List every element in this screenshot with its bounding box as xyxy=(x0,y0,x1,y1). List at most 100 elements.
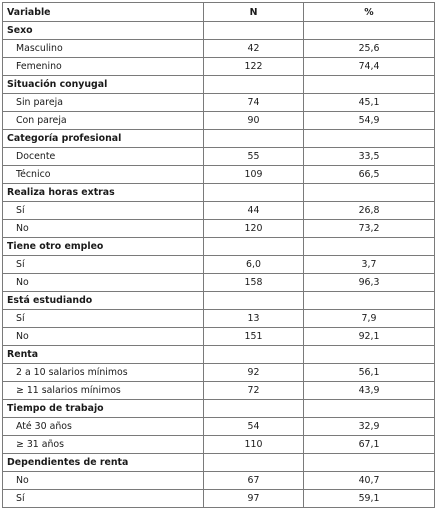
table-body: Sexo Masculino 42 25,6 Femenino 122 74,4 Situac… xyxy=(2,21,435,508)
row-label: Sí xyxy=(2,489,204,508)
empty-cell xyxy=(303,237,435,256)
row-n: 122 xyxy=(203,57,304,76)
empty-cell xyxy=(203,399,304,418)
row-percent: 56,1 xyxy=(303,363,435,382)
empty-cell xyxy=(303,399,435,418)
group-row: Tiene otro empleo xyxy=(2,237,435,256)
row-label: Femenino xyxy=(2,57,204,76)
row-n: 44 xyxy=(203,201,304,220)
row-label: No xyxy=(2,327,204,346)
row-label: Sí xyxy=(2,309,204,328)
row-label: No xyxy=(2,219,204,238)
group-row: Categoría profesional xyxy=(2,129,435,148)
row-label: Sí xyxy=(2,201,204,220)
table-row: No 120 73,2 xyxy=(2,219,435,238)
group-label: Dependientes de renta xyxy=(2,453,204,472)
group-label: Tiempo de trabajo xyxy=(2,399,204,418)
group-label: Categoría profesional xyxy=(2,129,204,148)
row-percent: 59,1 xyxy=(303,489,435,508)
row-percent: 43,9 xyxy=(303,381,435,400)
row-percent: 67,1 xyxy=(303,435,435,454)
row-percent: 96,3 xyxy=(303,273,435,292)
table-row: No 151 92,1 xyxy=(2,327,435,346)
row-n: 67 xyxy=(203,471,304,490)
row-label: No xyxy=(2,273,204,292)
row-percent: 3,7 xyxy=(303,255,435,274)
table-row: Sí 6,0 3,7 xyxy=(2,255,435,274)
row-label: Docente xyxy=(2,147,204,166)
row-n: 55 xyxy=(203,147,304,166)
row-label: 2 a 10 salarios mínimos xyxy=(2,363,204,382)
row-percent: 92,1 xyxy=(303,327,435,346)
row-label: Con pareja xyxy=(2,111,204,130)
row-label: Até 30 años xyxy=(2,417,204,436)
table-row: Sí 13 7,9 xyxy=(2,309,435,328)
table-row: Sí 97 59,1 xyxy=(2,489,435,508)
row-percent: 73,2 xyxy=(303,219,435,238)
row-n: 151 xyxy=(203,327,304,346)
table-row: Con pareja 90 54,9 xyxy=(2,111,435,130)
group-label: Tiene otro empleo xyxy=(2,237,204,256)
row-label: ≥ 11 salarios mínimos xyxy=(2,381,204,400)
row-label: Masculino xyxy=(2,39,204,58)
row-percent: 45,1 xyxy=(303,93,435,112)
empty-cell xyxy=(303,75,435,94)
group-label: Renta xyxy=(2,345,204,364)
row-n: 109 xyxy=(203,165,304,184)
row-label: Sí xyxy=(2,255,204,274)
table-row: Até 30 años 54 32,9 xyxy=(2,417,435,436)
table-row: Sin pareja 74 45,1 xyxy=(2,93,435,112)
empty-cell xyxy=(303,129,435,148)
row-n: 158 xyxy=(203,273,304,292)
empty-cell xyxy=(203,183,304,202)
empty-cell xyxy=(203,237,304,256)
empty-cell xyxy=(203,345,304,364)
group-row: Situación conyugal xyxy=(2,75,435,94)
empty-cell xyxy=(303,21,435,40)
row-percent: 40,7 xyxy=(303,471,435,490)
row-n: 54 xyxy=(203,417,304,436)
table-row: Docente 55 33,5 xyxy=(2,147,435,166)
group-row: Renta xyxy=(2,345,435,364)
row-percent: 32,9 xyxy=(303,417,435,436)
row-percent: 7,9 xyxy=(303,309,435,328)
table-row: ≥ 11 salarios mínimos 72 43,9 xyxy=(2,381,435,400)
group-label: Sexo xyxy=(2,21,204,40)
row-percent: 26,8 xyxy=(303,201,435,220)
row-n: 72 xyxy=(203,381,304,400)
empty-cell xyxy=(203,453,304,472)
row-n: 13 xyxy=(203,309,304,328)
empty-cell xyxy=(303,453,435,472)
table-row: 2 a 10 salarios mínimos 92 56,1 xyxy=(2,363,435,382)
row-n: 92 xyxy=(203,363,304,382)
row-percent: 25,6 xyxy=(303,39,435,58)
row-label: Sin pareja xyxy=(2,93,204,112)
empty-cell xyxy=(303,291,435,310)
row-n: 74 xyxy=(203,93,304,112)
group-label: Realiza horas extras xyxy=(2,183,204,202)
row-label: Técnico xyxy=(2,165,204,184)
row-percent: 33,5 xyxy=(303,147,435,166)
group-row: Sexo xyxy=(2,21,435,40)
group-label: Está estudiando xyxy=(2,291,204,310)
table-row: No 158 96,3 xyxy=(2,273,435,292)
group-row: Realiza horas extras xyxy=(2,183,435,202)
row-label: No xyxy=(2,471,204,490)
header-row: Variable N % xyxy=(2,2,435,22)
group-row: Está estudiando xyxy=(2,291,435,310)
empty-cell xyxy=(303,345,435,364)
row-n: 6,0 xyxy=(203,255,304,274)
table-row: ≥ 31 años 110 67,1 xyxy=(2,435,435,454)
empty-cell xyxy=(303,183,435,202)
group-row: Tiempo de trabajo xyxy=(2,399,435,418)
header-percent: % xyxy=(303,2,435,22)
row-n: 90 xyxy=(203,111,304,130)
header-n: N xyxy=(203,2,304,22)
empty-cell xyxy=(203,21,304,40)
row-n: 42 xyxy=(203,39,304,58)
table-row: Sí 44 26,8 xyxy=(2,201,435,220)
table-row: Técnico 109 66,5 xyxy=(2,165,435,184)
row-n: 120 xyxy=(203,219,304,238)
header-variable: Variable xyxy=(2,2,204,22)
